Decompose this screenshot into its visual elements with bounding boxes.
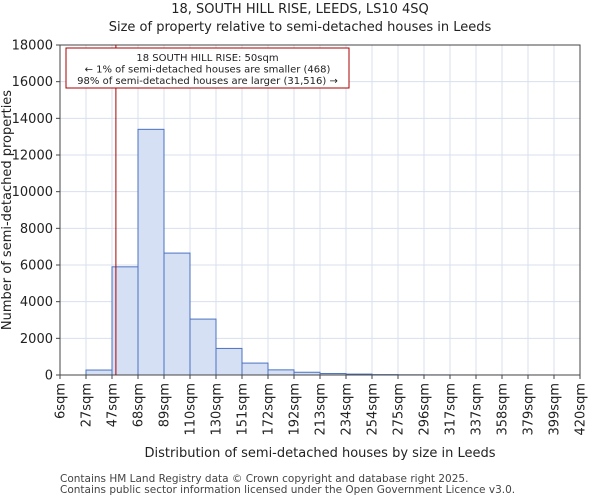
- x-tick-label: 213sqm: [314, 383, 329, 436]
- x-tick-label: 296sqm: [418, 383, 433, 436]
- x-tick-label: 68sqm: [132, 383, 147, 427]
- bar: [241, 362, 269, 376]
- x-tick-label: 47sqm: [106, 383, 121, 427]
- footer-line-1: Contains HM Land Registry data © Crown c…: [60, 473, 469, 485]
- x-tick-label: 151sqm: [236, 383, 251, 436]
- y-tick-label: 4000: [20, 295, 53, 310]
- bar: [137, 128, 165, 376]
- footer-line-2: Contains public sector information licen…: [60, 484, 516, 496]
- y-tick-label: 12000: [12, 149, 53, 164]
- x-tick-label: 6sqm: [54, 383, 69, 419]
- x-tick-label: 275sqm: [392, 383, 407, 436]
- x-tick-label: 254sqm: [366, 383, 381, 436]
- annotation-box: 18 SOUTH HILL RISE: 50sqm ← 1% of semi-d…: [65, 47, 350, 89]
- annotation-line-1: 18 SOUTH HILL RISE: 50sqm: [136, 53, 278, 64]
- y-tick-label: 0: [45, 369, 53, 384]
- x-tick-label: 234sqm: [340, 383, 355, 436]
- bar: [215, 347, 243, 376]
- x-tick-label: 89sqm: [158, 383, 173, 427]
- y-axis-label: Number of semi-detached properties: [0, 90, 15, 330]
- bar: [267, 369, 295, 376]
- y-tick-label: 18000: [12, 39, 53, 54]
- y-tick-label: 16000: [12, 75, 53, 90]
- x-axis-ticks: 6sqm 27sqm 47sqm 68sqm 89sqm 110sqm 130sqm 151s…: [54, 375, 589, 436]
- x-tick-label: 110sqm: [184, 383, 199, 436]
- x-tick-label: 192sqm: [288, 383, 303, 436]
- annotation-border: [65, 47, 350, 89]
- y-tick-label: 8000: [20, 222, 53, 237]
- bar: [85, 369, 113, 376]
- y-tick-label: 2000: [20, 332, 53, 347]
- x-tick-label: 358sqm: [496, 383, 511, 436]
- x-axis-label: Distribution of semi-detached houses by …: [145, 446, 496, 461]
- bar: [189, 318, 217, 376]
- y-tick-label: 14000: [12, 112, 53, 127]
- x-tick-label: 27sqm: [80, 383, 95, 427]
- x-tick-label: 172sqm: [262, 383, 277, 436]
- chart-title-line-1: 18, SOUTH HILL RISE, LEEDS, LS10 4SQ: [171, 2, 429, 17]
- bars: [85, 128, 555, 376]
- y-tick-label: 6000: [20, 259, 53, 274]
- x-tick-label: 337sqm: [470, 383, 485, 436]
- x-tick-label: 420sqm: [574, 383, 589, 436]
- x-tick-label: 379sqm: [522, 383, 537, 436]
- annotation-line-2: ← 1% of semi-detached houses are smaller…: [85, 65, 331, 76]
- x-tick-label: 399sqm: [548, 383, 563, 436]
- bar: [163, 252, 191, 376]
- x-tick-label: 317sqm: [444, 383, 459, 436]
- x-tick-label: 130sqm: [210, 383, 225, 436]
- y-tick-label: 10000: [12, 185, 53, 200]
- y-axis-ticks: 0 2000 4000 6000 8000 10000 12000 14000 16000 180…: [12, 39, 60, 384]
- annotation-line-3: 98% of semi-detached houses are larger (…: [77, 76, 338, 87]
- chart-title-line-2: Size of property relative to semi-detach…: [108, 20, 492, 35]
